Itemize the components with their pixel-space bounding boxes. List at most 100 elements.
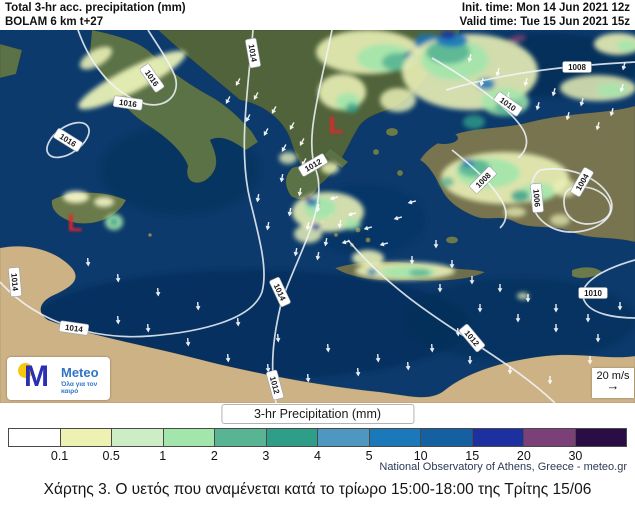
wind-arrow-icon bbox=[393, 215, 403, 221]
wind-arrow-icon bbox=[617, 302, 623, 311]
land-north-africa bbox=[0, 245, 635, 404]
wind-arrow-icon bbox=[315, 251, 321, 261]
wind-arrow-icon bbox=[363, 225, 373, 231]
wind-arrow-icon bbox=[347, 211, 357, 217]
colorbar-cell bbox=[472, 429, 523, 446]
wind-arrow-icon bbox=[305, 373, 311, 383]
init-time: Init. time: Mon 14 Jun 2021 12z bbox=[461, 2, 630, 14]
logo-sun-icon bbox=[18, 363, 33, 378]
wind-arrow-icon bbox=[235, 78, 241, 86]
wind-arrow-icon bbox=[337, 219, 343, 229]
colorbar-tick-label: 5 bbox=[365, 449, 373, 463]
wind-arrow-icon bbox=[195, 301, 201, 311]
isobar-label: 1010 bbox=[578, 287, 608, 299]
wind-arrows-layer bbox=[85, 53, 627, 385]
wind-arrow-icon bbox=[235, 317, 241, 327]
wind-arrow-icon bbox=[323, 237, 329, 247]
colorbar-ticks: 0.1 0.5 1 2 3 4 5 10 15 20 30 bbox=[8, 449, 627, 464]
isobar-label: 1012 bbox=[266, 369, 284, 401]
wind-arrow-icon bbox=[375, 353, 381, 363]
isobar-label: 1014 bbox=[8, 267, 22, 297]
attribution: National Observatory of Athens, Greece -… bbox=[379, 461, 627, 473]
colorbar-tick-label: 0.1 bbox=[50, 449, 69, 463]
wind-arrow-icon bbox=[225, 353, 231, 363]
colorbar-tick-label: 1 bbox=[159, 449, 167, 463]
isobar-1008-blacksea bbox=[445, 61, 635, 91]
wind-arrow-icon bbox=[497, 284, 503, 293]
wind-scale-label: 20 m/s bbox=[596, 370, 630, 382]
meteo-logo: M Meteo Όλα για τον καιρό bbox=[7, 357, 110, 400]
colorbar-tick-label: 0.5 bbox=[102, 449, 120, 463]
wind-arrow-icon bbox=[379, 241, 389, 247]
wind-arrow-icon bbox=[429, 343, 435, 353]
wind-arrow-icon bbox=[407, 199, 417, 205]
low-pressure-marker: L bbox=[68, 210, 83, 237]
colorbar bbox=[8, 428, 627, 447]
wind-arrow-icon bbox=[297, 187, 303, 197]
map-header-left: Total 3-hr acc. precipitation (mm) BOLAM… bbox=[5, 2, 186, 29]
wind-arrow-icon bbox=[253, 92, 259, 100]
wind-arrow-icon bbox=[609, 107, 615, 117]
land-chios bbox=[372, 148, 380, 156]
valid-time: Valid time: Tue 15 Jun 2021 15z bbox=[459, 15, 630, 28]
land-malta bbox=[147, 232, 153, 238]
wind-arrow-icon bbox=[281, 144, 287, 152]
wind-arrow-icon bbox=[595, 121, 601, 131]
logo-m-icon: M bbox=[24, 360, 49, 393]
colorbar-tick-label: 15 bbox=[465, 449, 480, 463]
colorbar-tick-label: 2 bbox=[210, 449, 218, 463]
svg-text:1006: 1006 bbox=[531, 189, 542, 208]
wind-arrow-icon bbox=[535, 101, 541, 111]
land-rhodes bbox=[445, 236, 459, 244]
wind-arrow-icon bbox=[271, 106, 277, 114]
precipitation-layer bbox=[63, 30, 635, 300]
wind-arrow-icon bbox=[275, 333, 281, 343]
wind-arrow-icon bbox=[185, 337, 191, 347]
colorbar-cell bbox=[112, 429, 163, 446]
wind-arrow-icon bbox=[155, 287, 161, 297]
wind-arrow-icon bbox=[585, 314, 591, 323]
svg-text:1016: 1016 bbox=[118, 98, 137, 109]
wind-arrow-icon bbox=[225, 96, 231, 104]
land-euboea bbox=[323, 147, 349, 169]
wind-arrow-icon bbox=[579, 97, 585, 107]
wind-arrow-icon bbox=[553, 324, 559, 333]
wind-arrow-icon bbox=[115, 273, 121, 283]
svg-text:1014: 1014 bbox=[247, 44, 259, 64]
isobar-1010-cyprus bbox=[582, 259, 635, 319]
low-pressure-layer: LL bbox=[68, 112, 344, 237]
wind-scale-box: 20 m/s → bbox=[592, 368, 634, 398]
wind-arrow-icon bbox=[467, 53, 473, 63]
isobar-1016-adriatic bbox=[77, 29, 178, 106]
legend-title: 3-hr Precipitation (mm) bbox=[220, 404, 415, 424]
isobar-1010-blacksea bbox=[431, 57, 528, 159]
svg-text:1010: 1010 bbox=[584, 289, 602, 298]
isobar-1004-closed bbox=[563, 186, 612, 225]
colorbar-cell bbox=[369, 429, 420, 446]
wind-arrow-icon bbox=[477, 304, 483, 313]
wind-scale-arrow-icon: → bbox=[606, 378, 620, 393]
wind-arrow-icon bbox=[495, 67, 501, 77]
land-lesbos bbox=[385, 127, 399, 137]
wind-arrow-icon bbox=[551, 87, 557, 97]
wind-arrow-icon bbox=[299, 138, 305, 146]
wind-arrow-icon bbox=[469, 276, 475, 285]
wind-arrow-icon bbox=[329, 195, 339, 201]
colorbar-tick-label: 4 bbox=[314, 449, 321, 463]
wind-arrow-icon bbox=[619, 83, 625, 93]
svg-text:1014: 1014 bbox=[64, 323, 83, 334]
wind-arrow-icon bbox=[287, 207, 293, 217]
map-header-right: Init. time: Mon 14 Jun 2021 12z Valid ti… bbox=[460, 2, 630, 29]
svg-text:1014: 1014 bbox=[9, 273, 20, 292]
wind-arrow-icon bbox=[325, 343, 331, 353]
low-pressure-marker: L bbox=[329, 112, 344, 139]
wind-arrow-icon bbox=[265, 221, 271, 231]
wind-arrow-icon bbox=[279, 173, 285, 183]
wind-arrow-icon bbox=[355, 367, 361, 377]
weather-map-svg: 1016101610161014101410141014101210121012… bbox=[0, 29, 635, 404]
colorbar-cell bbox=[524, 429, 575, 446]
isobar-label: 1014 bbox=[58, 320, 90, 336]
colorbar-cell bbox=[575, 429, 626, 446]
colorbar-cell bbox=[9, 429, 60, 446]
model-label: BOLAM 6 km t+27 bbox=[5, 15, 104, 28]
